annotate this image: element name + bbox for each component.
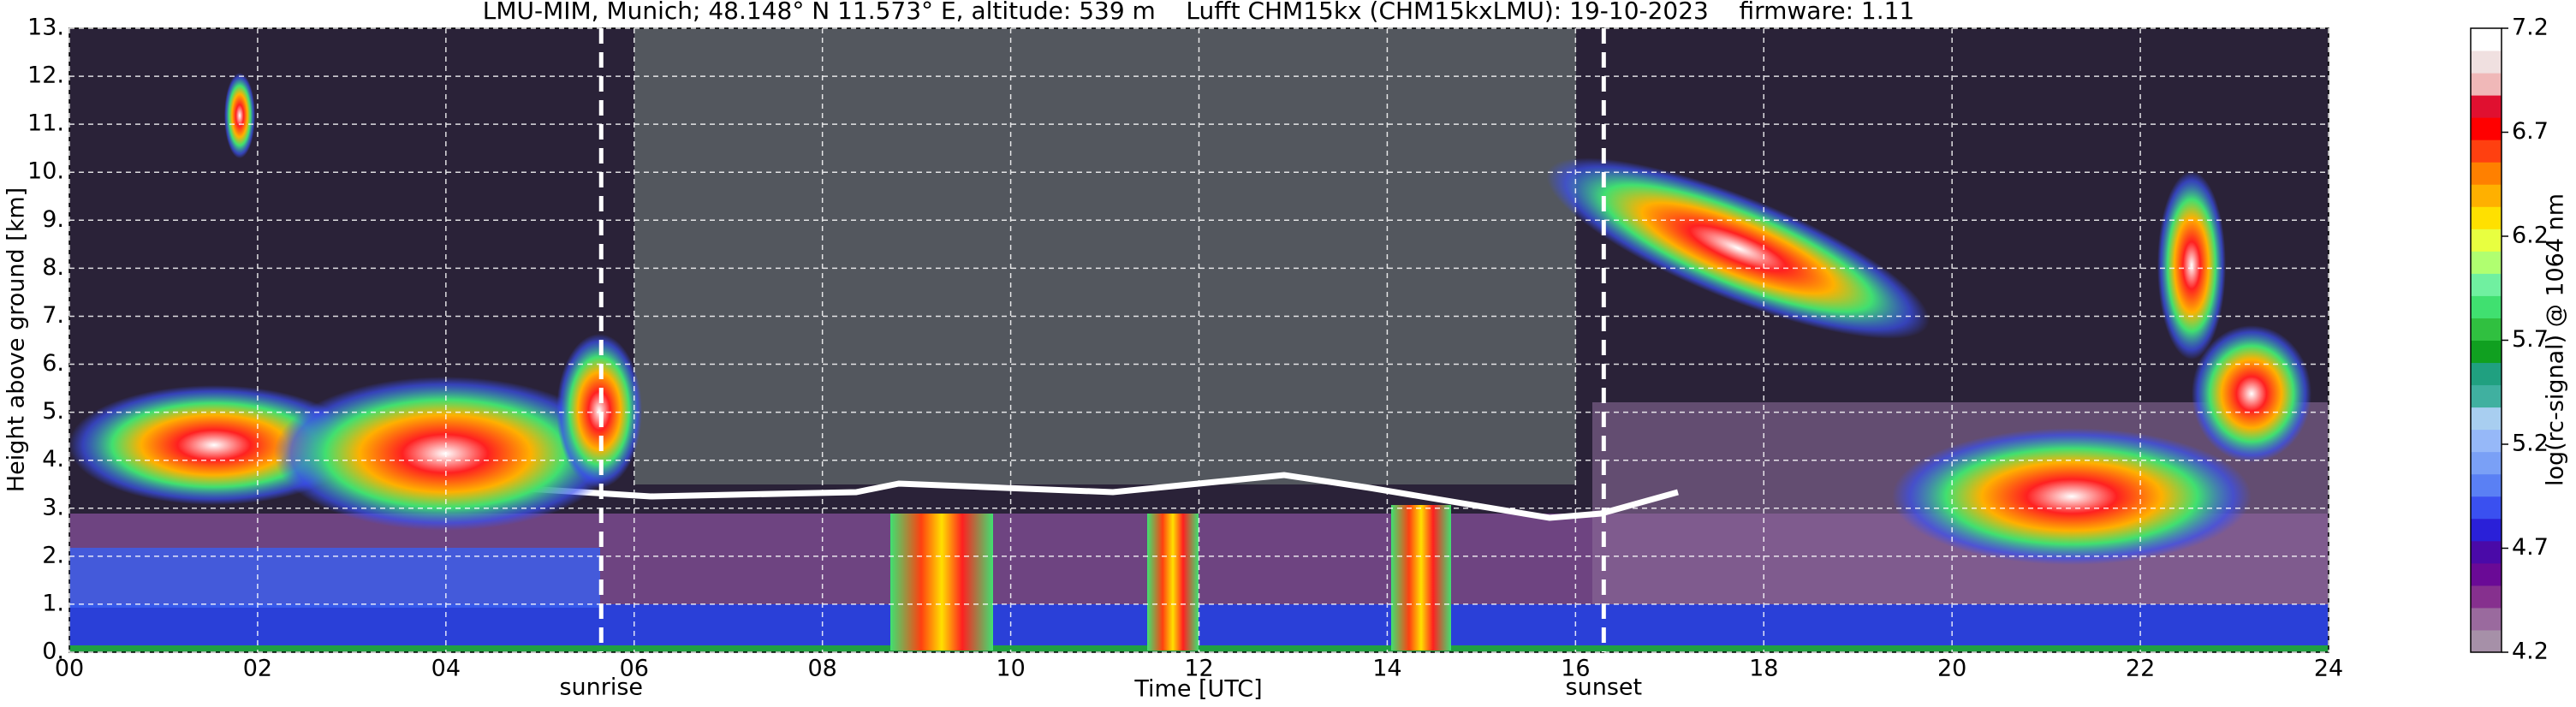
colorbar-swatch [2471, 28, 2502, 51]
precipitation [1391, 505, 1451, 651]
y-tick-label: 3. [42, 494, 64, 520]
y-axis-label: Height above ground [km] [3, 187, 30, 492]
colorbar-swatch [2471, 473, 2502, 497]
colorbar-tick-label: 5.7 [2512, 326, 2549, 353]
annotation-label: sunset [1566, 674, 1643, 701]
cloud [2157, 171, 2226, 359]
cloud [1546, 157, 1930, 339]
x-tick-label: 24 [2314, 656, 2343, 682]
cloud [274, 377, 616, 531]
colorbar-swatch [2471, 607, 2502, 631]
x-tick-label: 02 [243, 656, 272, 682]
annotation-label: sunrise [559, 674, 643, 701]
colorbar-swatch [2471, 585, 2502, 609]
colorbar-tick-label: 5.2 [2512, 431, 2549, 457]
boundary-layer [69, 548, 600, 608]
colorbar-swatch [2471, 340, 2502, 364]
colorbar-swatch [2471, 429, 2502, 453]
x-tick-label: 22 [2126, 656, 2155, 682]
colorbar-tick-label: 4.2 [2512, 639, 2549, 665]
x-tick-label: 14 [1372, 656, 1401, 682]
colorbar-swatch [2471, 295, 2502, 318]
chart-title: LMU-MIM, Munich; 48.148° N 11.573° E, al… [483, 0, 1915, 25]
y-tick-label: 5. [42, 398, 64, 425]
y-tick-label: 7. [42, 302, 64, 329]
y-tick-label: 2. [42, 542, 64, 568]
colorbar-swatch [2471, 206, 2502, 229]
y-tick-label: 1. [42, 590, 64, 616]
colorbar-swatch [2471, 273, 2502, 296]
cloud [2192, 325, 2311, 462]
colorbar-swatch [2471, 50, 2502, 74]
x-tick-label: 04 [431, 656, 461, 682]
y-tick-label: 6. [42, 350, 64, 377]
x-tick-label: 12 [1184, 656, 1213, 682]
colorbar-tick-label: 7.2 [2512, 15, 2549, 41]
precipitation [1147, 514, 1199, 651]
colorbar-swatch [2471, 162, 2502, 185]
colorbar-swatch [2471, 407, 2502, 431]
x-tick-label: 16 [1561, 656, 1590, 682]
colorbar-tick-label: 4.7 [2512, 534, 2549, 561]
colorbar-swatch [2471, 140, 2502, 163]
y-tick-label: 9. [42, 206, 64, 233]
cloud [224, 73, 255, 158]
y-tick-label: 8. [42, 254, 64, 281]
noise-region [634, 28, 1576, 484]
colorbar-swatch [2471, 384, 2502, 408]
y-tick-label: 4. [42, 446, 64, 472]
y-tick-label: 13. [27, 15, 64, 41]
colorbar-swatch [2471, 73, 2502, 96]
colorbar-swatch [2471, 362, 2502, 386]
precipitation [890, 514, 993, 651]
colorbar-tick-label: 6.2 [2512, 223, 2549, 249]
colorbar-swatch [2471, 629, 2502, 653]
colorbar-tick-label: 6.7 [2512, 118, 2549, 145]
colorbar-swatch [2471, 451, 2502, 475]
x-tick-label: 00 [55, 656, 84, 682]
colorbar-swatch [2471, 95, 2502, 118]
y-tick-label: 0. [42, 639, 64, 665]
x-tick-label: 20 [1937, 656, 1966, 682]
y-tick-label: 11. [27, 110, 64, 137]
colorbar-swatch [2471, 251, 2502, 274]
x-axis-label: Time [UTC] [1133, 676, 1262, 703]
colorbar-swatch [2471, 496, 2502, 520]
colorbar-swatch [2471, 540, 2502, 564]
colorbar-swatch [2471, 318, 2502, 341]
y-tick-label: 10. [27, 158, 64, 185]
x-tick-label: 08 [807, 656, 836, 682]
colorbar-label: log(rc-signal) @ 1064 nm [2543, 193, 2569, 486]
x-tick-label: 06 [620, 656, 649, 682]
colorbar-swatch [2471, 229, 2502, 252]
colorbar-swatch [2471, 518, 2502, 542]
x-tick-label: 10 [996, 656, 1025, 682]
x-tick-label: 18 [1749, 656, 1778, 682]
colorbar-swatch [2471, 184, 2502, 207]
colorbar-swatch [2471, 117, 2502, 140]
colorbar-swatch [2471, 562, 2502, 586]
ground-signal [69, 645, 2329, 652]
y-tick-label: 12. [27, 62, 64, 89]
cloud [556, 334, 642, 488]
cloud [1892, 428, 2252, 565]
